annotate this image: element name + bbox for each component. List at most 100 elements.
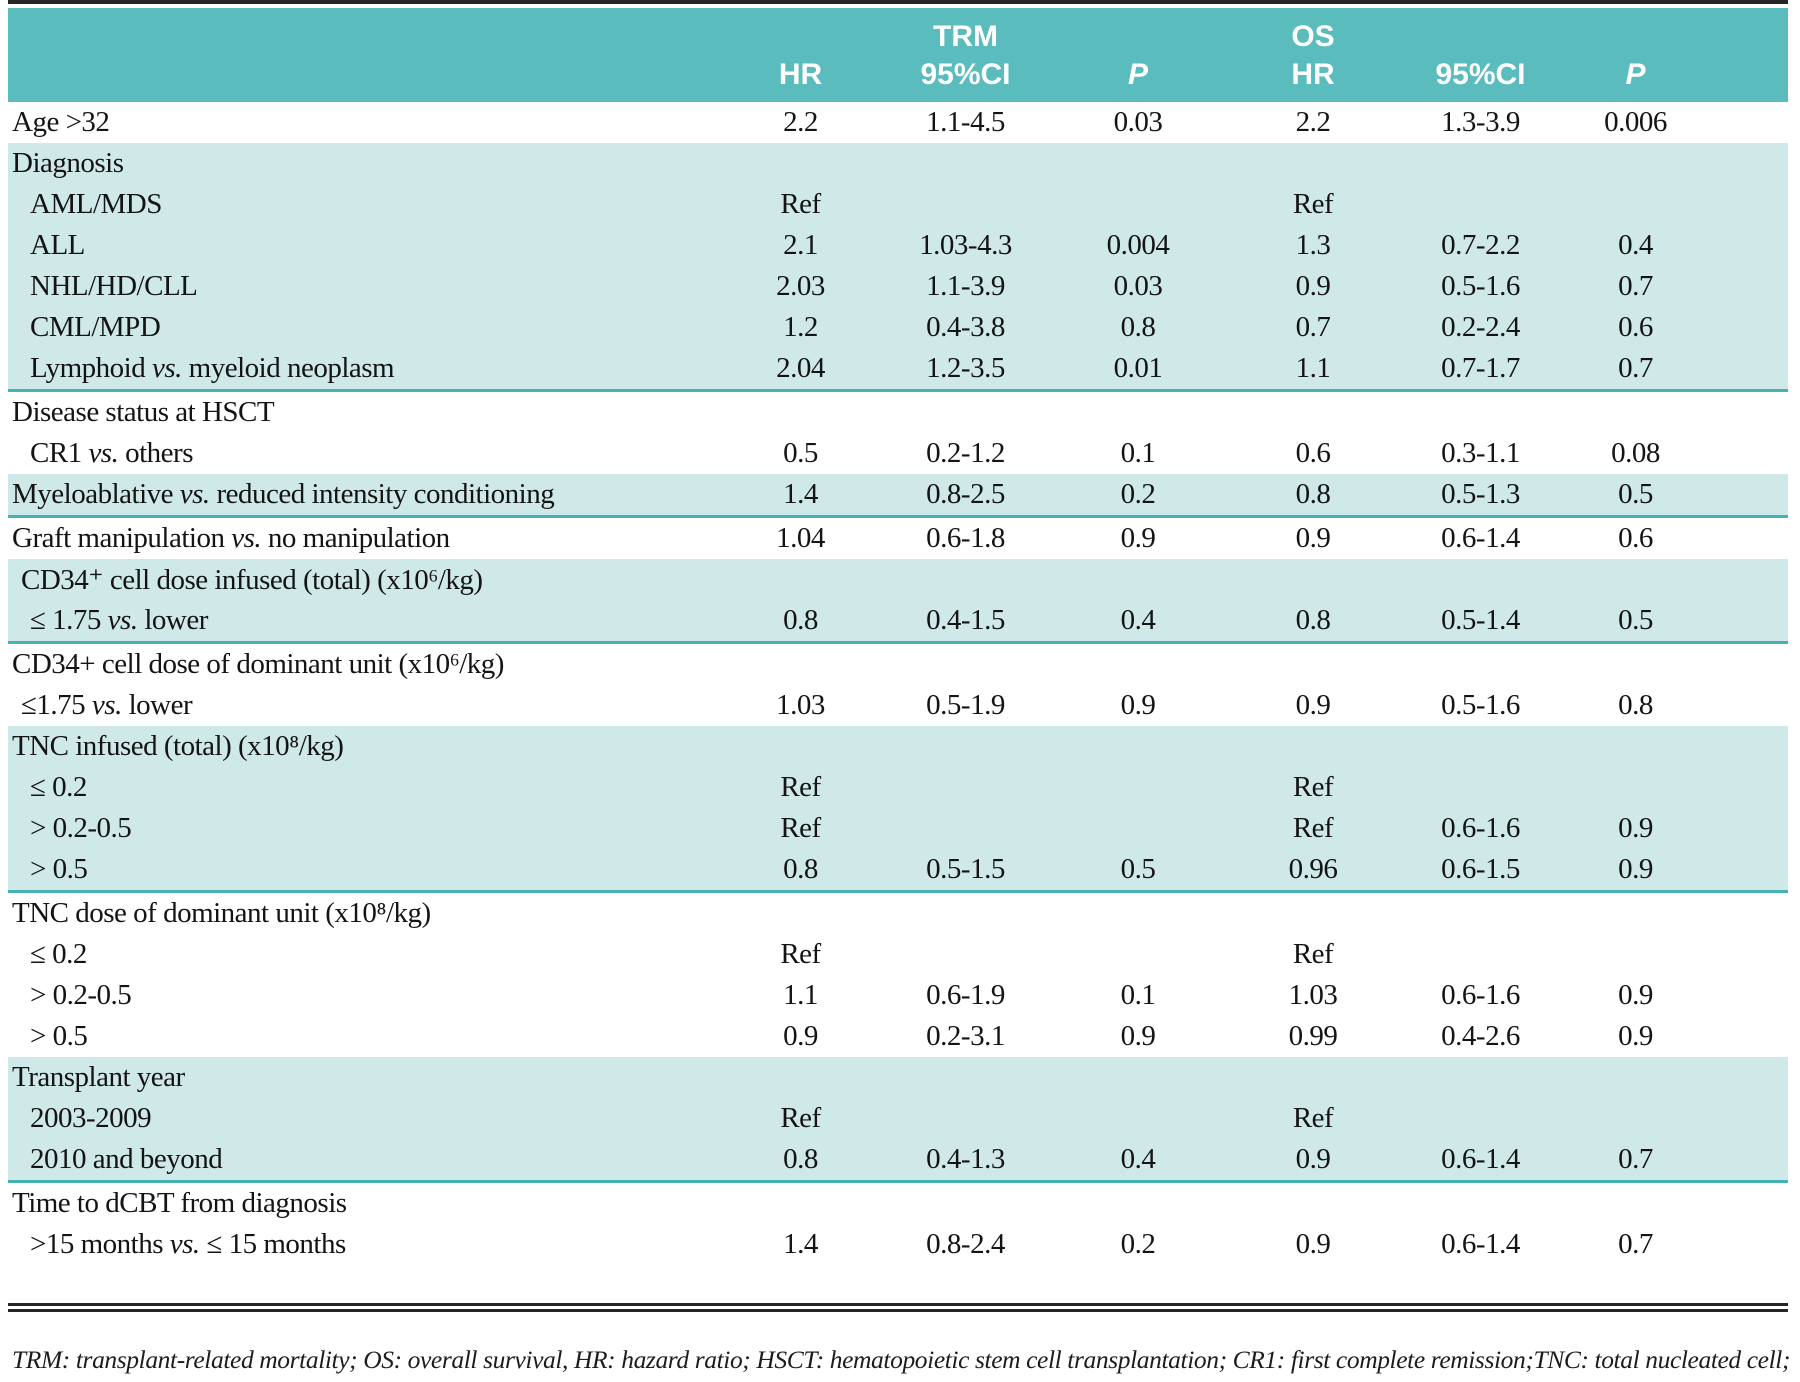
spacer-cell: [1708, 934, 1788, 975]
value-cell: [718, 390, 883, 433]
value-cell: 1.1-4.5: [883, 102, 1048, 143]
spacer-cell: [1708, 849, 1788, 893]
value-cell: 0.9: [1048, 685, 1228, 726]
value-cell: 0.9: [1228, 516, 1398, 559]
table-row: ≤ 1.75 vs. lower 0.8 0.4-1.5 0.4 0.8 0.5-1.4 0…: [8, 600, 1788, 644]
table-row: CML/MPD 1.2 0.4-3.8 0.8 0.7 0.2-2.4 0.6: [8, 307, 1788, 348]
spacer-cell: [1708, 559, 1788, 600]
spacer-cell: [1708, 516, 1788, 559]
value-cell: 0.9: [1563, 975, 1708, 1016]
value-cell: Ref: [1228, 808, 1398, 849]
spacer-cell: [1708, 891, 1788, 934]
value-cell: 0.2-3.1: [883, 1016, 1048, 1057]
row-label: ALL: [8, 225, 718, 266]
value-cell: [718, 642, 883, 685]
value-cell: [1398, 1098, 1563, 1139]
value-cell: 0.5: [1563, 600, 1708, 644]
header-empty-cell: [8, 8, 718, 54]
table-row: ≤1.75 vs. lower 1.03 0.5-1.9 0.9 0.9 0.5-1.6 0…: [8, 685, 1788, 726]
spacer-cell: [1708, 642, 1788, 685]
value-cell: 0.7: [1228, 307, 1398, 348]
value-cell: [1048, 559, 1228, 600]
value-cell: 2.04: [718, 348, 883, 392]
row-label: ≤ 0.2: [8, 767, 718, 808]
spacer-cell: [1708, 1139, 1788, 1183]
value-cell: 2.2: [718, 102, 883, 143]
value-cell: [1048, 1098, 1228, 1139]
header-group-row: TRM OS: [8, 8, 1788, 54]
table-row: 2010 and beyond 0.8 0.4-1.3 0.4 0.9 0.6-1.4 0.…: [8, 1139, 1788, 1183]
value-cell: 0.6-1.5: [1398, 849, 1563, 893]
value-cell: 0.004: [1048, 225, 1228, 266]
value-cell: [883, 143, 1048, 184]
value-cell: 0.6-1.6: [1398, 975, 1563, 1016]
value-cell: 1.03: [718, 685, 883, 726]
value-cell: 0.4: [1048, 1139, 1228, 1183]
value-cell: 0.4: [1048, 600, 1228, 644]
top-rule: [8, 0, 1788, 4]
value-cell: [718, 891, 883, 934]
value-cell: [1398, 559, 1563, 600]
value-cell: 0.6: [1563, 516, 1708, 559]
value-cell: [1048, 1057, 1228, 1098]
value-cell: 0.6: [1563, 307, 1708, 348]
value-cell: [718, 143, 883, 184]
value-cell: 0.8: [1563, 685, 1708, 726]
col-header-trm-p: P: [1048, 54, 1228, 102]
value-cell: [1228, 891, 1398, 934]
section-header-row: Diagnosis: [8, 143, 1788, 184]
spacer-cell: [1708, 307, 1788, 348]
value-cell: [1048, 934, 1228, 975]
value-cell: [1563, 559, 1708, 600]
value-cell: [1398, 390, 1563, 433]
value-cell: [1563, 1057, 1708, 1098]
value-cell: 0.99: [1228, 1016, 1398, 1057]
row-label: > 0.2-0.5: [8, 808, 718, 849]
value-cell: 0.2: [1048, 474, 1228, 518]
header-empty-cell: [1708, 54, 1788, 102]
value-cell: 0.2: [1048, 1224, 1228, 1265]
spacer-cell: [1708, 1181, 1788, 1224]
value-cell: 1.03: [1228, 975, 1398, 1016]
value-cell: [1228, 726, 1398, 767]
value-cell: 0.9: [1563, 1016, 1708, 1057]
value-cell: Ref: [1228, 1098, 1398, 1139]
row-label: CR1 vs. others: [8, 433, 718, 474]
spacer-cell: [1708, 600, 1788, 644]
value-cell: [1228, 1057, 1398, 1098]
value-cell: 0.1: [1048, 433, 1228, 474]
value-cell: [1398, 143, 1563, 184]
row-label: Age >32: [8, 102, 718, 143]
col-header-os-ci: 95%CI: [1398, 54, 1563, 102]
row-label: CML/MPD: [8, 307, 718, 348]
multivariate-results-table: TRM OS HR 95%CI P HR 95%CI P: [8, 8, 1788, 1265]
table-row: 2003-2009 Ref Ref: [8, 1098, 1788, 1139]
value-cell: 0.9: [1228, 1224, 1398, 1265]
value-cell: 0.9: [1048, 516, 1228, 559]
header-group-trm: TRM: [883, 8, 1048, 54]
header-empty-cell: [1708, 8, 1788, 54]
value-cell: [883, 808, 1048, 849]
table-row: > 0.5 0.9 0.2-3.1 0.9 0.99 0.4-2.6 0.9: [8, 1016, 1788, 1057]
value-cell: [883, 1098, 1048, 1139]
value-cell: 0.8: [1228, 600, 1398, 644]
value-cell: [1398, 726, 1563, 767]
value-cell: [1048, 726, 1228, 767]
table-row: NHL/HD/CLL 2.03 1.1-3.9 0.03 0.9 0.5-1.6 0.7: [8, 266, 1788, 307]
row-label: Lymphoid vs. myeloid neoplasm: [8, 348, 718, 392]
row-label: > 0.2-0.5: [8, 975, 718, 1016]
value-cell: 1.4: [718, 1224, 883, 1265]
row-label: CD34⁺ cell dose infused (total) (x10⁶/kg…: [8, 559, 718, 600]
value-cell: [718, 1057, 883, 1098]
value-cell: 2.1: [718, 225, 883, 266]
value-cell: [883, 1057, 1048, 1098]
value-cell: 1.3-3.9: [1398, 102, 1563, 143]
section-header-row: TNC infused (total) (x10⁸/kg): [8, 726, 1788, 767]
section-header-row: CD34⁺ cell dose infused (total) (x10⁶/kg…: [8, 559, 1788, 600]
value-cell: [1228, 559, 1398, 600]
spacer-cell: [1708, 348, 1788, 392]
value-cell: 0.4-1.5: [883, 600, 1048, 644]
value-cell: [883, 184, 1048, 225]
value-cell: [1048, 184, 1228, 225]
value-cell: [1398, 767, 1563, 808]
